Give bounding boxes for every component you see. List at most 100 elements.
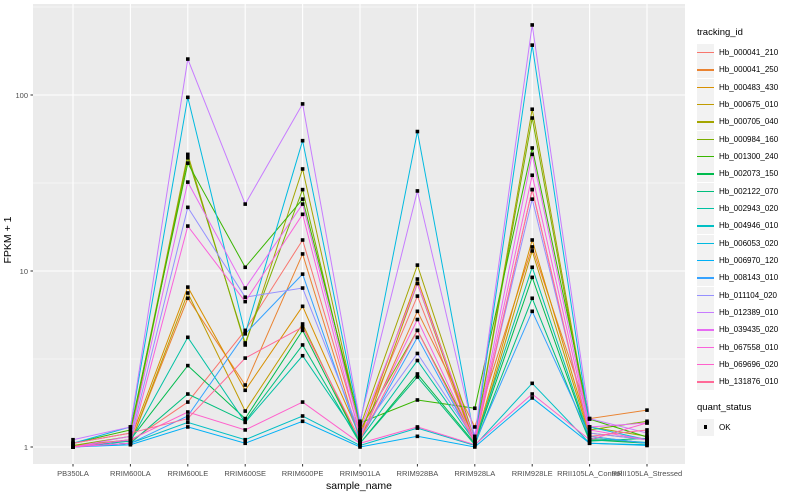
x-tick-label: RRIM600PE xyxy=(281,469,324,478)
data-point xyxy=(186,410,190,414)
data-point xyxy=(243,437,247,442)
legend-item-label: Hb_000041_250 xyxy=(719,65,779,75)
data-point xyxy=(243,356,247,360)
data-point xyxy=(186,180,190,184)
data-point xyxy=(186,285,190,289)
legend-key xyxy=(697,96,714,114)
legend-key-line xyxy=(697,242,714,244)
data-point xyxy=(530,265,534,270)
legend-item: Hb_000041_250 xyxy=(697,61,779,79)
data-point xyxy=(415,375,420,379)
data-point xyxy=(645,443,649,448)
legend-key-line xyxy=(697,52,714,54)
data-point xyxy=(415,358,420,363)
x-tick-label: RRIM928LE xyxy=(511,469,553,478)
legend-item-label: Hb_006970_120 xyxy=(719,256,779,266)
legend-key xyxy=(697,217,714,235)
data-point xyxy=(186,335,190,340)
x-axis-title: sample_name xyxy=(326,480,392,492)
data-point xyxy=(645,421,649,425)
x-tick-label: RRII105LA_Stressed xyxy=(611,469,683,478)
legend-key-line xyxy=(697,138,714,140)
data-point xyxy=(473,439,477,443)
data-point xyxy=(587,425,592,429)
data-point xyxy=(358,431,362,435)
data-point xyxy=(530,238,534,242)
data-point xyxy=(415,263,420,267)
legend-title-quant-status: quant_status xyxy=(697,401,752,413)
data-point xyxy=(530,173,534,178)
data-point xyxy=(415,328,420,333)
data-point xyxy=(358,441,362,446)
legend-item: Hb_006053_020 xyxy=(697,234,778,252)
legend-key xyxy=(697,78,714,96)
legend-key xyxy=(697,338,714,356)
data-point xyxy=(530,146,534,150)
y-tick-label: 1 xyxy=(23,442,28,452)
data-point xyxy=(128,428,133,432)
data-point xyxy=(243,388,247,393)
data-point xyxy=(300,343,305,347)
data-point xyxy=(243,416,247,421)
data-point xyxy=(300,286,305,290)
legend-item-label: Hb_069696_020 xyxy=(719,360,779,370)
legend-key-line xyxy=(697,346,714,348)
data-point xyxy=(300,167,305,171)
legend-item-label: Hb_039435_020 xyxy=(719,325,779,335)
data-point xyxy=(473,406,477,411)
data-point xyxy=(358,419,362,424)
data-point xyxy=(128,425,133,429)
data-point xyxy=(128,434,133,439)
data-point xyxy=(530,245,534,249)
data-point xyxy=(415,309,420,314)
legend-key-line xyxy=(697,277,714,279)
data-point xyxy=(358,428,362,432)
data-point xyxy=(300,252,305,256)
legend-item: Hb_006970_120 xyxy=(697,252,779,270)
y-axis-title: FPKM + 1 xyxy=(2,216,14,264)
data-point xyxy=(300,197,305,201)
data-point xyxy=(473,434,477,439)
data-point xyxy=(358,437,362,442)
data-point xyxy=(186,414,190,418)
data-point xyxy=(186,57,190,61)
data-point xyxy=(415,317,420,322)
data-point xyxy=(645,428,649,432)
legend-key-line xyxy=(697,104,714,106)
legend-key xyxy=(697,286,714,304)
ok-point-icon xyxy=(703,425,708,429)
data-point xyxy=(128,441,133,446)
legend-item: Hb_008143_010 xyxy=(697,269,778,287)
legend-item-label: Hb_011104_020 xyxy=(719,290,777,300)
data-point xyxy=(530,187,534,192)
legend-item-label: Hb_012389_010 xyxy=(719,308,779,318)
legend-key-line xyxy=(697,225,714,227)
data-point xyxy=(243,328,247,333)
data-point xyxy=(300,202,305,206)
legend-item: Hb_000984_160 xyxy=(697,130,778,148)
legend-key xyxy=(697,200,714,218)
legend-key-line xyxy=(697,121,714,123)
data-point xyxy=(358,422,362,426)
x-tick-label: RRIM600SE xyxy=(224,469,267,478)
data-point xyxy=(530,23,534,27)
legend-key-line xyxy=(697,190,714,192)
legend-item: Hb_002073_150 xyxy=(697,165,778,183)
legend-key xyxy=(697,373,714,391)
data-point xyxy=(186,205,190,210)
quant-legend-label: OK xyxy=(719,422,731,432)
x-tick-label: RRIM928BA xyxy=(396,469,439,478)
quant-legend-key xyxy=(697,418,714,436)
legend-item-label: Hb_000483_430 xyxy=(719,82,779,92)
x-tick-label: RRIM600LA xyxy=(109,469,151,478)
data-point xyxy=(71,441,75,446)
data-point xyxy=(358,434,362,439)
data-point xyxy=(128,437,133,442)
quant-legend-items: OK xyxy=(697,418,778,436)
legend-item-label: Hb_000705_040 xyxy=(719,117,779,127)
legend-item: Hb_002943_020 xyxy=(697,200,778,218)
data-point xyxy=(415,372,420,376)
x-tick-label: RRIM928LA xyxy=(454,469,496,478)
legend-key-line xyxy=(697,294,714,296)
